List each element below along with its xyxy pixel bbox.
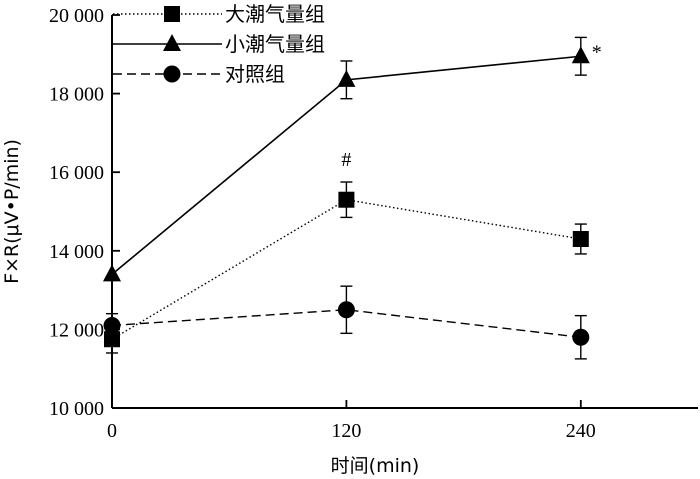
annotation-label: * bbox=[592, 41, 602, 63]
large-tidal-marker bbox=[572, 231, 589, 248]
large-tidal-marker bbox=[338, 191, 355, 208]
control-series bbox=[103, 285, 590, 360]
y-tick-label: 14 000 bbox=[49, 241, 104, 263]
x-tick-label: 0 bbox=[107, 420, 117, 442]
y-tick-label: 18 000 bbox=[49, 84, 104, 106]
control-marker bbox=[572, 328, 590, 346]
legend-label-large-tidal: 大潮气量组 bbox=[225, 2, 325, 26]
legend-label-small-tidal: 小潮气量组 bbox=[225, 32, 325, 56]
legend-control-marker bbox=[163, 65, 181, 83]
annotation-label: # bbox=[341, 149, 351, 171]
x-ticks: 0 120 240 bbox=[107, 400, 596, 442]
large-tidal-marker bbox=[104, 331, 120, 348]
control-line bbox=[111, 309, 581, 338]
small-tidal-marker bbox=[571, 46, 590, 64]
control-marker bbox=[337, 301, 355, 319]
x-tick-label: 240 bbox=[566, 420, 596, 442]
y-axis-title: F×R(μV•P/min) bbox=[1, 139, 23, 284]
x-tick-label: 120 bbox=[331, 420, 361, 442]
y-tick-label: 20 000 bbox=[49, 5, 104, 27]
small-tidal-series bbox=[103, 36, 590, 282]
y-ticks: 10 000 12 000 14 000 16 000 18 000 20 000 bbox=[49, 5, 120, 420]
x-axis-title: 时间(min) bbox=[331, 455, 420, 477]
series-layer bbox=[103, 36, 590, 360]
y-tick-label: 12 000 bbox=[49, 319, 104, 341]
y-tick-label: 16 000 bbox=[49, 162, 104, 184]
annotation-layer: #* bbox=[341, 41, 601, 171]
control-marker bbox=[103, 316, 121, 334]
small-tidal-marker bbox=[103, 264, 121, 282]
legend-small-tidal-marker bbox=[163, 34, 181, 51]
legend-label-control: 对照组 bbox=[225, 62, 285, 86]
y-tick-label: 10 000 bbox=[49, 398, 104, 420]
legend-large-tidal-marker bbox=[164, 6, 180, 22]
small-tidal-marker bbox=[337, 69, 356, 87]
